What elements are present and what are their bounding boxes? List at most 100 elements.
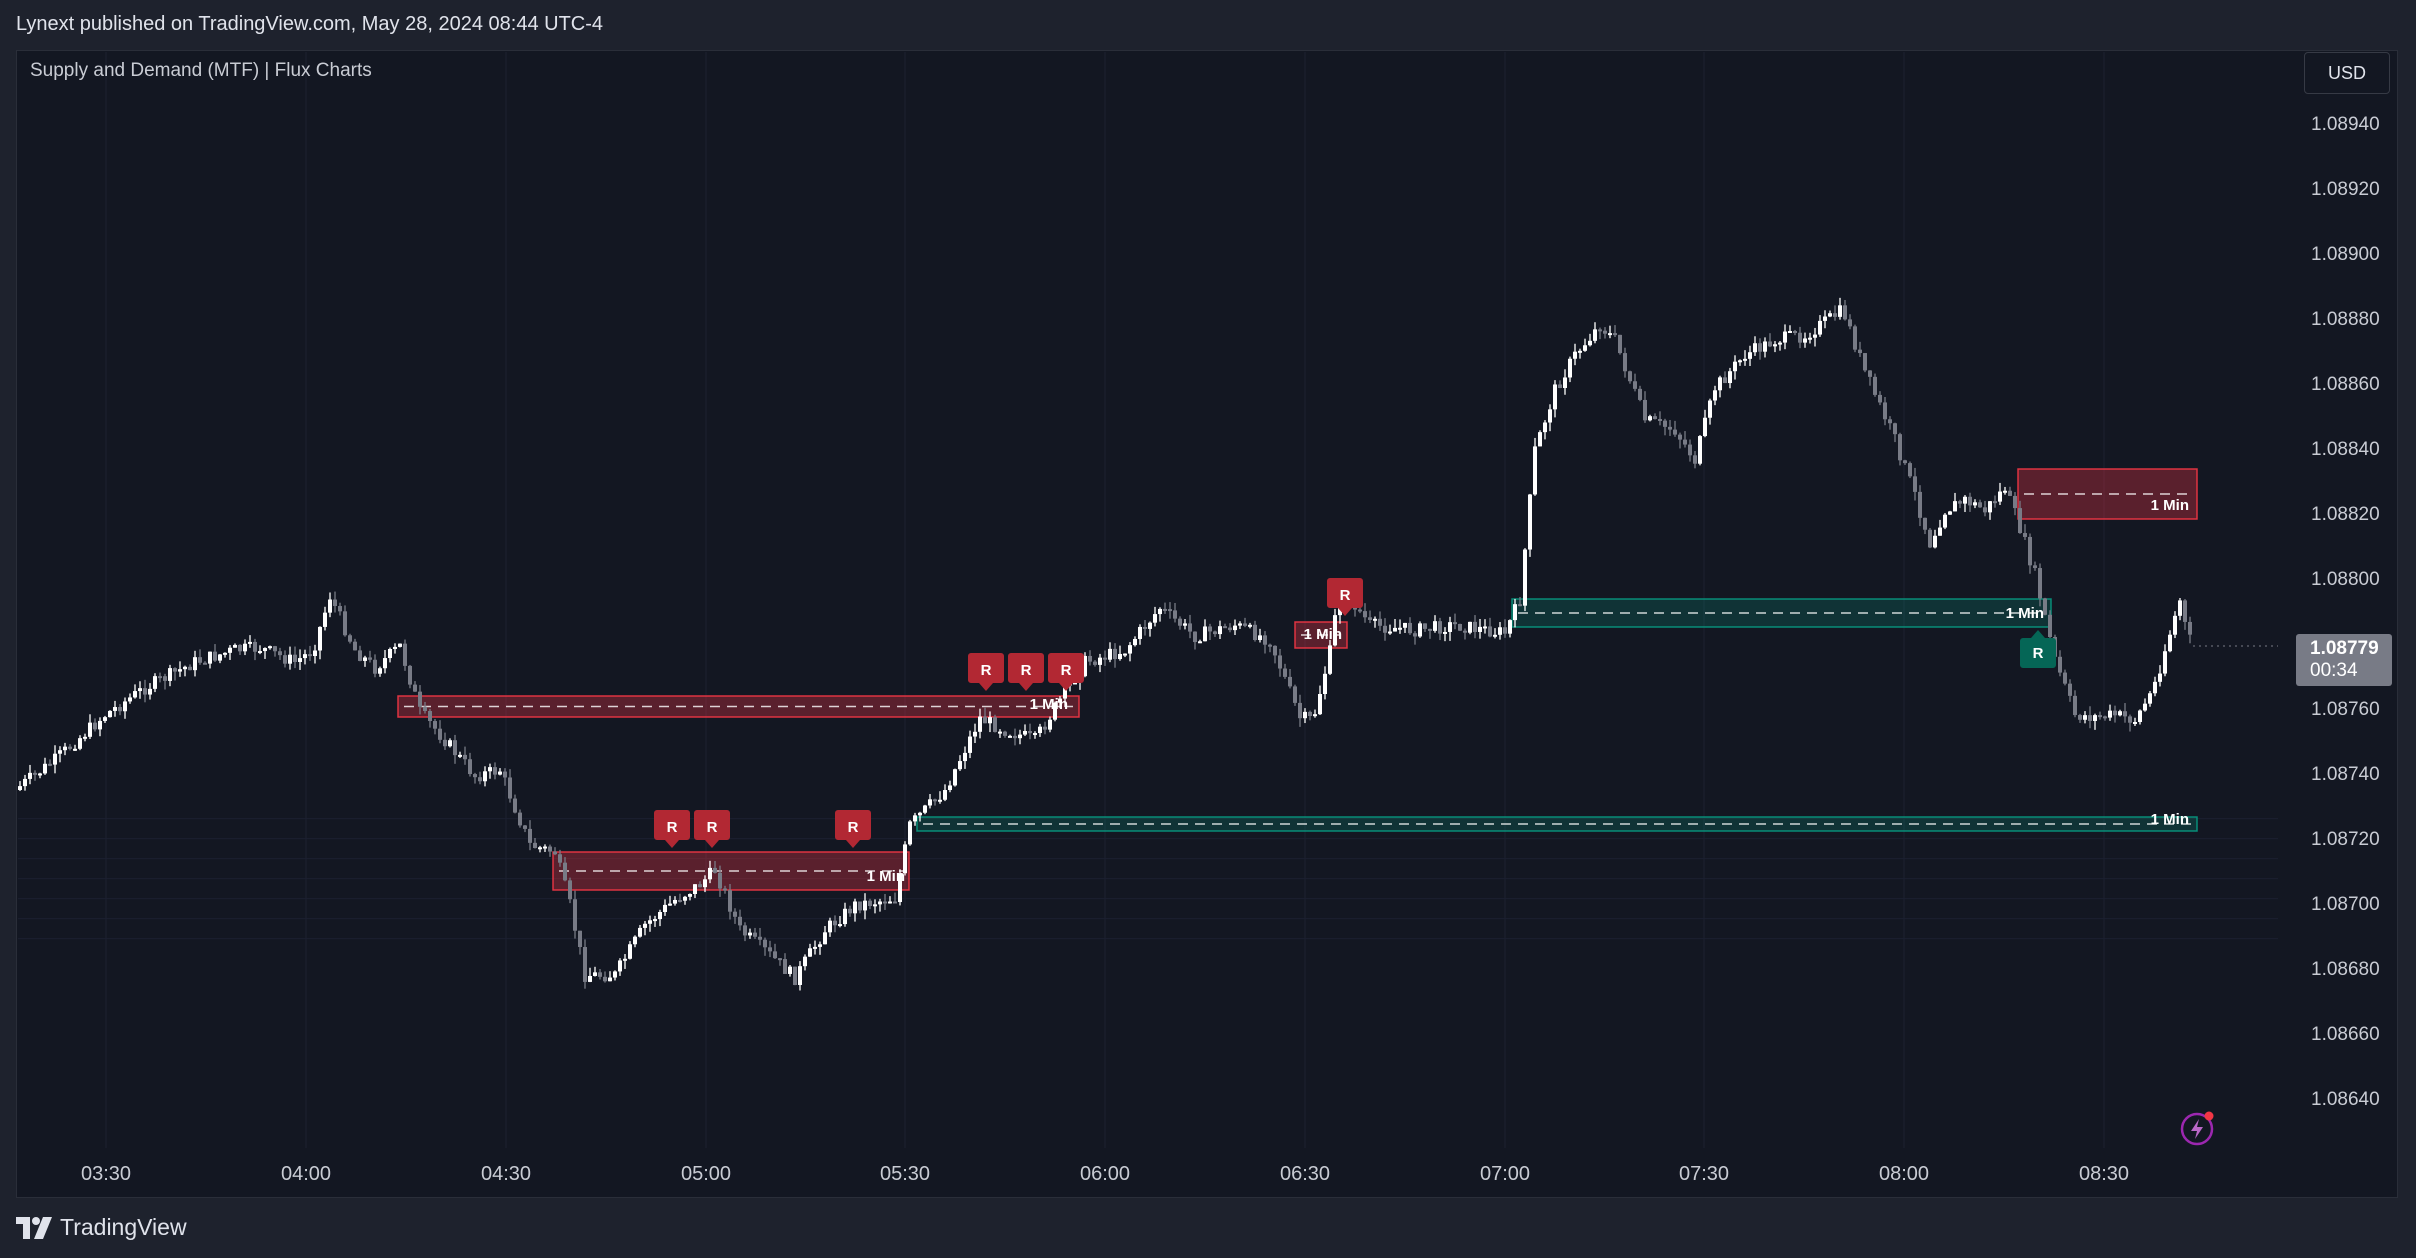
candle (108, 710, 112, 718)
candle (778, 958, 782, 961)
candle (978, 716, 982, 732)
retest-label: R (1061, 662, 1072, 679)
candle (1483, 626, 1487, 629)
price-tick-label: 1.08800 (2311, 569, 2380, 590)
candle (1478, 626, 1482, 632)
indicator-title[interactable]: Supply and Demand (MTF) | Flux Charts (30, 60, 372, 81)
candle (1468, 621, 1472, 633)
candle (1718, 377, 1722, 391)
candle (763, 939, 767, 948)
candle (58, 750, 62, 754)
candle (128, 697, 132, 702)
candle (1493, 634, 1497, 637)
current-price-value: 1.08779 (2310, 638, 2379, 659)
candle (783, 959, 787, 974)
candle (338, 606, 342, 612)
candle (158, 676, 162, 679)
candle (1033, 733, 1037, 736)
time-tick-label: 03:30 (80, 1163, 132, 1185)
candle (48, 763, 52, 766)
candle (1213, 631, 1217, 635)
candle (1093, 661, 1097, 665)
time-tick-label: 08:00 (1878, 1163, 1930, 1185)
candle (353, 641, 357, 651)
candle (308, 654, 312, 657)
candle (1683, 439, 1687, 445)
candle (1918, 491, 1922, 518)
candle (833, 920, 837, 926)
candle (2078, 715, 2082, 720)
candle (123, 701, 127, 712)
candle (1533, 446, 1537, 495)
time-tick-label: 04:00 (280, 1163, 332, 1185)
candle (1308, 711, 1312, 717)
candle (843, 908, 847, 925)
candle (988, 717, 992, 724)
candle (248, 641, 252, 644)
chart-pane[interactable] (16, 50, 2398, 1198)
lightning-icon[interactable] (2178, 1108, 2218, 1148)
candle (853, 901, 857, 914)
candle (1843, 305, 1847, 320)
candle (863, 900, 867, 911)
candle (1038, 726, 1042, 734)
candle (1953, 501, 1957, 512)
candle (23, 778, 27, 787)
candle (1363, 611, 1367, 618)
candle (1783, 331, 1787, 343)
candle (2013, 495, 2017, 509)
candle (1398, 627, 1402, 630)
price-tick-label: 1.08680 (2311, 959, 2380, 980)
candle (1988, 501, 1992, 513)
candle (293, 654, 297, 662)
retest-marker: R (1048, 653, 1084, 691)
time-tick-label: 06:00 (1079, 1163, 1131, 1185)
candle (1938, 527, 1942, 536)
candle (1373, 618, 1377, 621)
candle (1103, 657, 1107, 660)
retest-label: R (667, 819, 678, 836)
candle (1698, 436, 1702, 464)
candle (718, 872, 722, 889)
candle (2168, 634, 2172, 652)
candle (1628, 371, 1632, 382)
brand[interactable]: TradingView (16, 1214, 187, 1241)
candle (2063, 672, 2067, 684)
candle (233, 644, 237, 648)
currency-button[interactable]: USD (2304, 52, 2390, 94)
candle (218, 654, 222, 661)
candle (173, 668, 177, 672)
candle (1118, 653, 1122, 660)
candle (1023, 731, 1027, 735)
candle (468, 759, 472, 775)
candle (1423, 623, 1427, 629)
candle (1453, 622, 1457, 625)
candle (1048, 719, 1052, 730)
candle (513, 798, 517, 813)
candle (918, 812, 922, 816)
candle (278, 651, 282, 656)
candle (343, 611, 347, 636)
candle (2148, 693, 2152, 704)
candle (933, 799, 937, 802)
candle (893, 901, 897, 904)
candle (508, 777, 512, 799)
candle (753, 932, 757, 937)
candle (873, 904, 877, 907)
candle (1443, 631, 1447, 634)
candle (1333, 615, 1337, 646)
candle (1773, 344, 1777, 347)
candle (803, 956, 807, 967)
candle (273, 646, 277, 652)
candle (238, 644, 242, 652)
candle (1978, 502, 1982, 508)
candle (583, 947, 587, 982)
candle (2023, 533, 2027, 537)
candle (1608, 333, 1612, 336)
candle (1143, 626, 1147, 629)
candle (1098, 657, 1102, 665)
candle (883, 901, 887, 904)
zone-timeframe-label: 1 Min (2151, 497, 2189, 514)
candle (708, 867, 712, 880)
